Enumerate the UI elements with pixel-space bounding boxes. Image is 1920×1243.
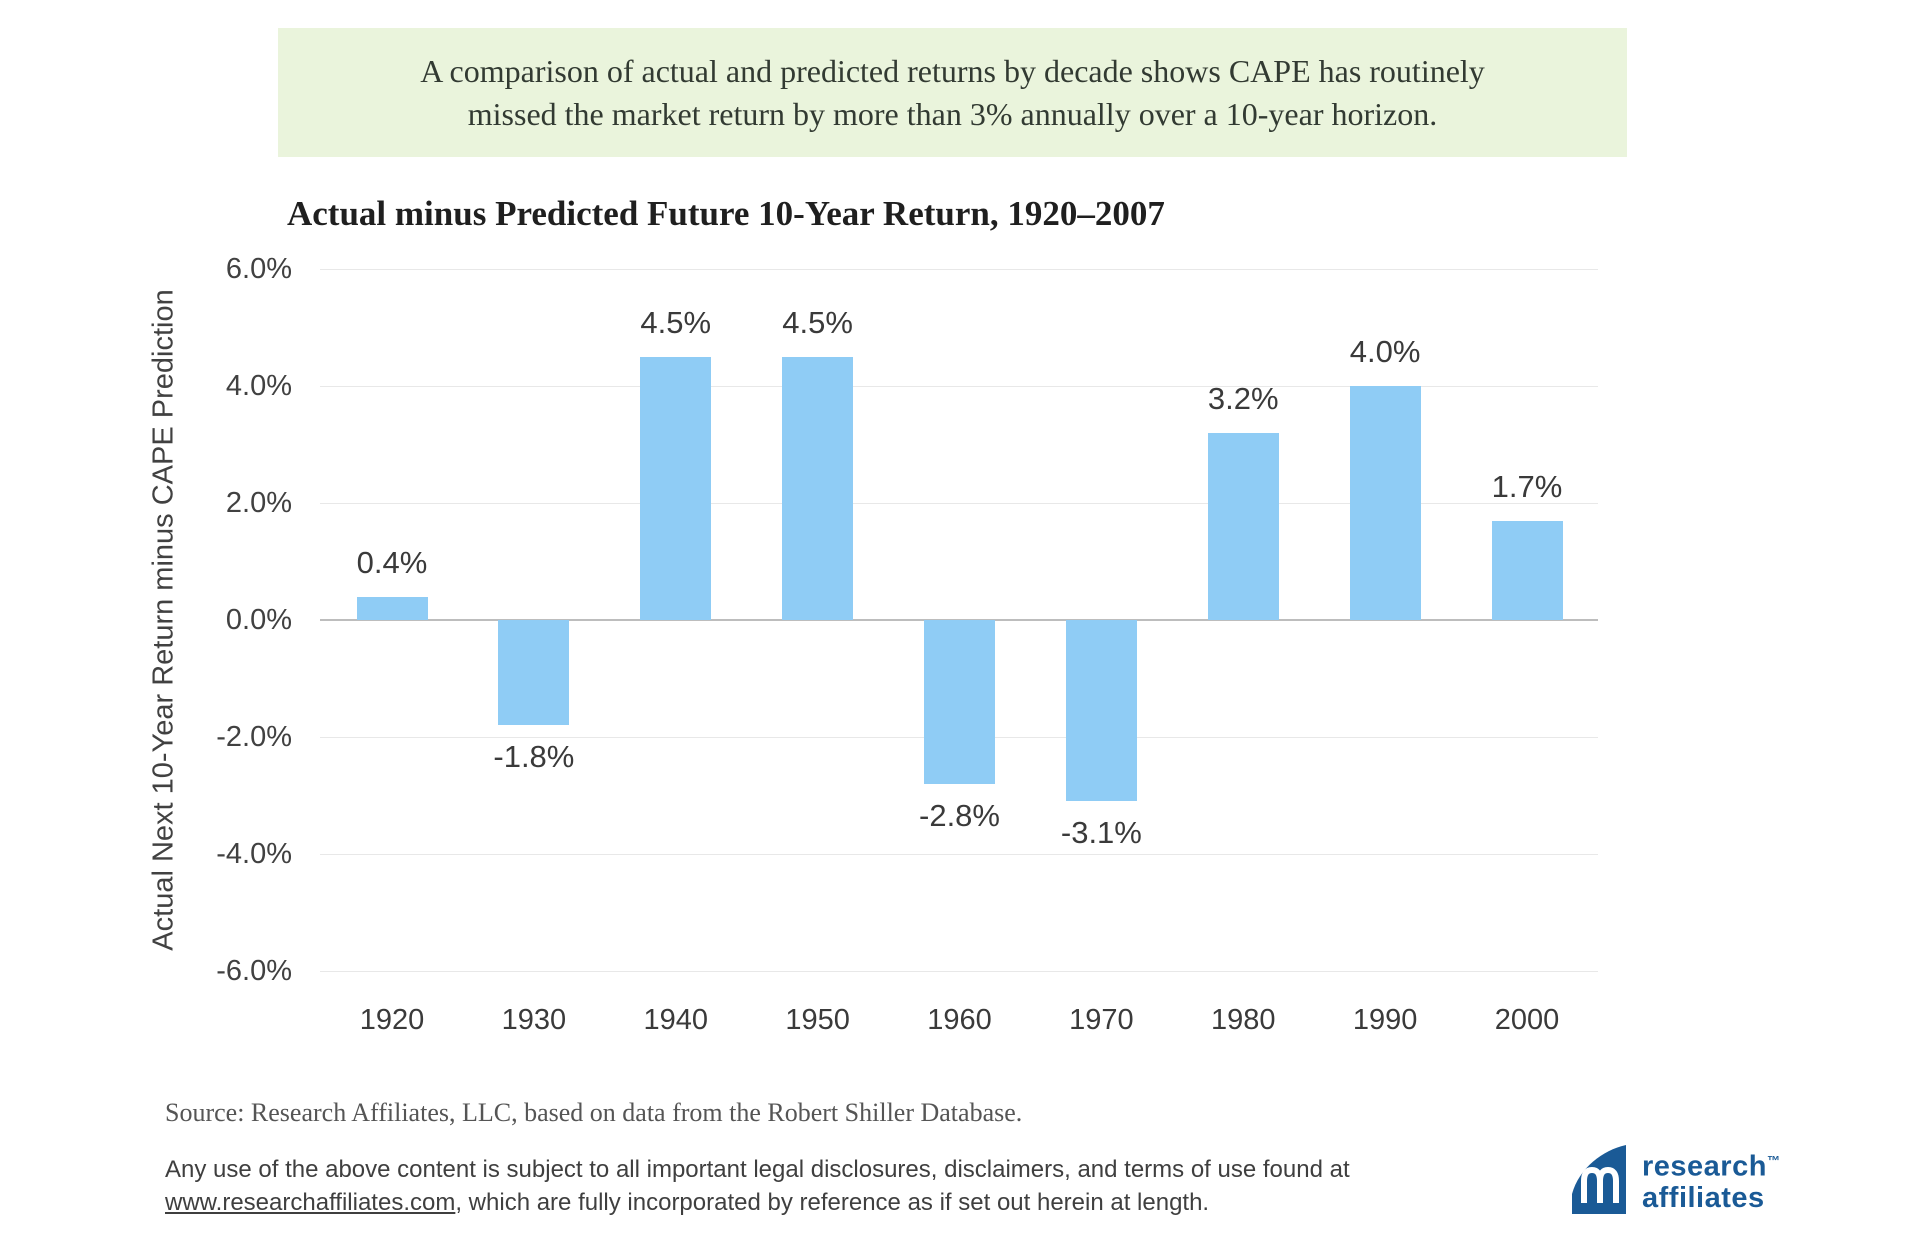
value-label-1980: 3.2% xyxy=(1207,380,1279,416)
bar-1950 xyxy=(782,356,854,620)
gridline xyxy=(320,971,1598,972)
research-affiliates-logo: research™ affiliates xyxy=(1565,1142,1780,1217)
gridline xyxy=(320,503,1598,504)
y-axis-tick-label: 0.0% xyxy=(225,604,292,636)
value-label-1970: -3.1% xyxy=(1060,815,1142,851)
x-axis-tick-label-1920: 1920 xyxy=(359,1004,425,1036)
bar-1970 xyxy=(1065,620,1137,802)
chart-title: Actual minus Predicted Future 10-Year Re… xyxy=(287,194,1165,233)
legal-disclaimer: Any use of the above content is subject … xyxy=(165,1153,1350,1219)
x-axis-tick-label-1990: 1990 xyxy=(1352,1004,1418,1036)
bar-2000 xyxy=(1491,520,1563,620)
bar-1940 xyxy=(640,356,712,620)
x-axis-tick-label-1980: 1980 xyxy=(1210,1004,1276,1036)
trademark-symbol: ™ xyxy=(1766,1153,1780,1169)
value-label-1950: 4.5% xyxy=(782,304,853,340)
gridline xyxy=(320,269,1598,270)
y-axis-tick-label: -4.0% xyxy=(216,838,292,870)
legal-line-1: Any use of the above content is subject … xyxy=(165,1156,1350,1183)
value-label-1930: -1.8% xyxy=(493,739,575,775)
ra-logo-mark-icon xyxy=(1572,1145,1626,1214)
logo-word-research: research xyxy=(1642,1150,1767,1183)
bar-1930 xyxy=(498,620,570,726)
bar-chart-plot-area: 6.0% 4.0% 2.0% 0.0% -2.0% -4.0% -6.0% 0.4% 1920 -… xyxy=(216,253,1598,1036)
banner-line-1: A comparison of actual and predicted ret… xyxy=(420,52,1485,89)
banner-line-2: missed the market return by more than 3%… xyxy=(467,95,1438,132)
value-label-2000: 1.7% xyxy=(1491,468,1563,504)
bar-1920 xyxy=(356,596,428,620)
value-label-1960: -2.8% xyxy=(919,797,1000,833)
legal-line-2: , which are fully incorporated by refere… xyxy=(455,1189,1210,1216)
bar-1980 xyxy=(1207,432,1279,620)
x-axis-tick-label-1960: 1960 xyxy=(927,1004,992,1036)
x-axis-tick-label-1930: 1930 xyxy=(501,1004,567,1036)
logo-wordmark: research™ affiliates xyxy=(1642,1145,1780,1214)
x-axis-tick-label-1970: 1970 xyxy=(1069,1004,1134,1036)
x-axis-tick-label-1950: 1950 xyxy=(785,1004,850,1036)
bar-1990 xyxy=(1349,386,1421,620)
y-axis-tick-label: 2.0% xyxy=(225,487,292,519)
value-label-1940: 4.5% xyxy=(640,304,712,340)
logo-word-affiliates: affiliates xyxy=(1642,1181,1765,1214)
y-axis-tick-label: 4.0% xyxy=(225,370,292,402)
gridline xyxy=(320,386,1598,387)
x-axis-tick-label-1940: 1940 xyxy=(643,1004,709,1036)
researchaffiliates-link[interactable]: www.researchaffiliates.com xyxy=(165,1189,456,1216)
y-axis-tick-label: -2.0% xyxy=(216,721,292,753)
bar-1960 xyxy=(924,620,995,784)
summary-banner: A comparison of actual and predicted ret… xyxy=(278,28,1627,157)
source-note: Source: Research Affiliates, LLC, based … xyxy=(165,1098,1023,1127)
y-axis-tick-label: -6.0% xyxy=(216,955,292,987)
value-label-1920: 0.4% xyxy=(356,544,428,580)
x-axis-tick-label-2000: 2000 xyxy=(1494,1004,1560,1036)
y-axis-tick-label: 6.0% xyxy=(225,253,292,285)
gridline xyxy=(320,854,1598,855)
value-label-1990: 4.0% xyxy=(1349,334,1421,369)
